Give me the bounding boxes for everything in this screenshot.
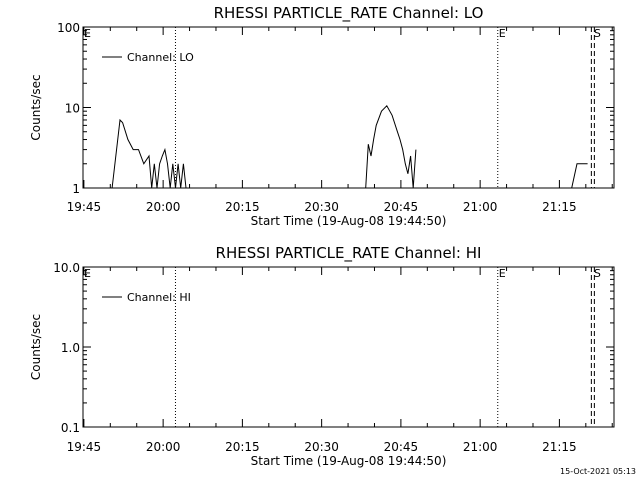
chart0-x-tick-label: 19:45 <box>67 200 102 214</box>
chart0-marker-label: S <box>594 27 601 40</box>
chart1-x-tick-label: 20:30 <box>304 440 339 454</box>
chart0-x-tick-label: 21:00 <box>463 200 498 214</box>
chart0-x-axis-label: Start Time (19-Aug-08 19:44:50) <box>251 214 447 228</box>
chart1-x-tick-label: 21:15 <box>542 440 577 454</box>
chart1-x-tick-label: 20:15 <box>225 440 260 454</box>
chart0-marker-label: E <box>84 27 91 40</box>
chart1-timestamp: 15-Oct-2021 05:13 <box>560 467 636 476</box>
chart0-y-tick-label: 10 <box>65 102 80 116</box>
chart0-x-tick-label: 20:00 <box>146 200 181 214</box>
chart1-marker-label: E <box>499 267 506 280</box>
chart0-legend-entry: Channel: LO <box>127 51 194 64</box>
chart1-x-tick-label: 21:00 <box>463 440 498 454</box>
chart1-x-axis-label: Start Time (19-Aug-08 19:44:50) <box>251 454 447 468</box>
chart0-y-tick-label: 1 <box>72 182 80 196</box>
chart1-y-tick-label: 1.0 <box>61 341 80 355</box>
chart0-marker-label: E <box>499 27 506 40</box>
chart1-y-tick-label: 0.1 <box>61 421 80 435</box>
chart1-y-tick-label: 10.0 <box>53 261 80 275</box>
chart0-title: RHESSI PARTICLE_RATE Channel: LO <box>214 4 484 23</box>
chart1-legend-entry: Channel: HI <box>127 291 191 304</box>
chart0-y-tick-label: 100 <box>57 21 80 35</box>
chart1-marker-label: E <box>84 267 91 280</box>
chart1-x-tick-label: 20:00 <box>146 440 181 454</box>
chart0-x-tick-label: 20:15 <box>225 200 260 214</box>
chart0-x-tick-label: 21:15 <box>542 200 577 214</box>
chart1-x-tick-label: 20:45 <box>384 440 419 454</box>
chart1-y-axis-label: Counts/sec <box>29 314 43 380</box>
chart0-series-line <box>111 104 588 189</box>
chart1-title: RHESSI PARTICLE_RATE Channel: HI <box>216 244 482 263</box>
chart0-y-axis-label: Counts/sec <box>29 74 43 140</box>
chart0-x-tick-label: 20:30 <box>304 200 339 214</box>
chart1-marker-label: S <box>594 267 601 280</box>
chart1-x-tick-label: 19:45 <box>67 440 102 454</box>
chart0-x-tick-label: 20:45 <box>384 200 419 214</box>
